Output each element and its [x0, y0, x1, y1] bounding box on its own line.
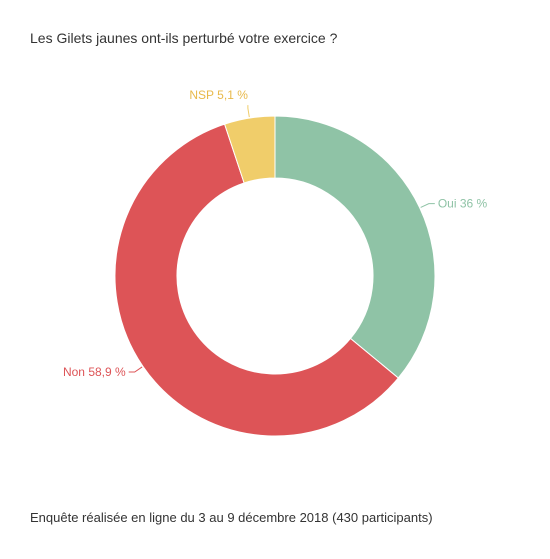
chart-title: Les Gilets jaunes ont-ils perturbé votre…	[30, 30, 338, 46]
leader-line-oui	[420, 203, 435, 208]
label-non: Non 58,9 %	[63, 365, 126, 379]
label-nsp: NSP 5,1 %	[189, 88, 248, 102]
slice-non	[114, 123, 399, 437]
survey-footnote: Enquête réalisée en ligne du 3 au 9 déce…	[30, 510, 433, 525]
slice-oui	[274, 115, 436, 379]
slice-labels: Oui 36 % Non 58,9 % NSP 5,1 %	[63, 88, 488, 379]
label-oui: Oui 36 %	[438, 197, 488, 211]
leader-line-nsp	[247, 105, 250, 118]
donut-slices	[114, 115, 436, 437]
leader-line-non	[128, 366, 143, 373]
slice-nsp	[223, 115, 276, 184]
